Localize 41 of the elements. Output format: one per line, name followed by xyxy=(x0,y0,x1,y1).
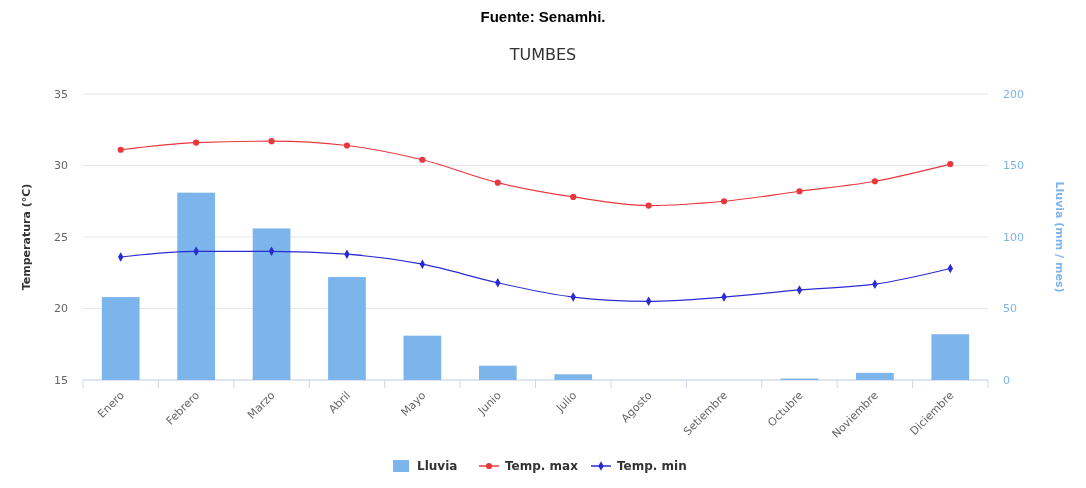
y-tick-label: 25 xyxy=(54,230,68,244)
y2-tick-label: 200 xyxy=(1003,87,1024,101)
point xyxy=(796,188,803,195)
point xyxy=(343,142,351,149)
y2-axis-title: Lluvia (mm / mes) xyxy=(1053,181,1066,293)
bar xyxy=(478,365,517,380)
point xyxy=(193,139,200,146)
bar xyxy=(101,297,140,380)
chart-title: TUMBES xyxy=(508,45,577,64)
point xyxy=(419,259,426,269)
point xyxy=(947,160,954,168)
y-tick-label: 20 xyxy=(54,302,68,316)
bar xyxy=(177,192,215,380)
bar xyxy=(931,334,970,380)
legend-label: Lluvia xyxy=(417,459,458,473)
point xyxy=(117,146,124,153)
legend-label: Temp. min xyxy=(617,459,687,473)
point xyxy=(796,285,803,295)
bar xyxy=(403,335,442,380)
y2-tick-label: 0 xyxy=(1003,373,1010,387)
point xyxy=(720,198,728,205)
bar xyxy=(856,372,894,380)
point xyxy=(871,178,878,185)
bar xyxy=(554,374,593,380)
y-tick-label: 30 xyxy=(54,159,68,173)
y2-tick-label: 50 xyxy=(1003,302,1017,316)
bar xyxy=(252,228,291,380)
y-tick-label: 35 xyxy=(54,87,68,101)
legend-label: Temp. max xyxy=(505,459,579,473)
point xyxy=(494,179,501,186)
point xyxy=(570,193,577,201)
source-note: Fuente: Senamhi. xyxy=(480,8,606,25)
y-tick-label: 15 xyxy=(54,373,68,387)
point xyxy=(117,252,124,262)
point xyxy=(645,202,652,209)
y2-tick-label: 150 xyxy=(1003,159,1024,173)
bar xyxy=(328,277,366,380)
point xyxy=(419,156,426,163)
point xyxy=(268,138,275,145)
y2-tick-label: 100 xyxy=(1003,230,1024,244)
y-axis-title: Temperatura (°C) xyxy=(20,183,33,291)
